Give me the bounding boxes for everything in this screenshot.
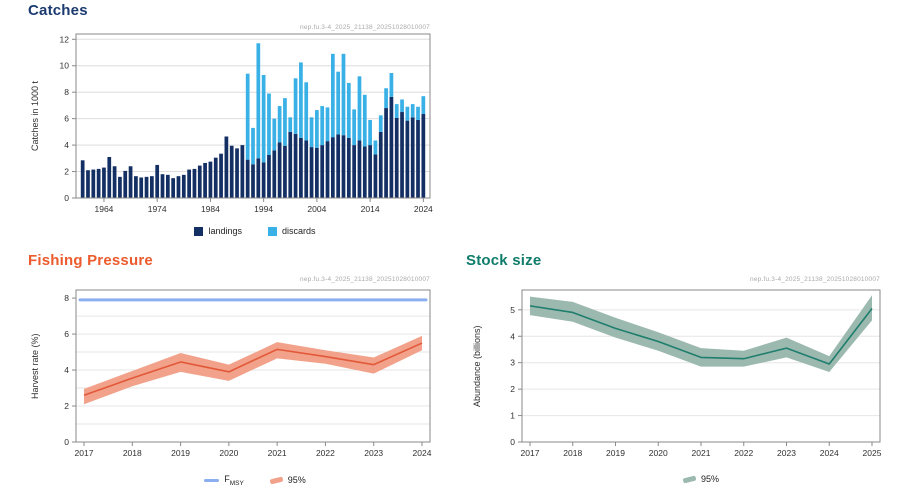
svg-text:2018: 2018: [563, 448, 582, 458]
svg-text:0: 0: [64, 193, 69, 203]
svg-text:2024: 2024: [414, 204, 433, 214]
legend-item-fmsy: FMSY: [204, 474, 244, 487]
svg-text:0: 0: [510, 437, 515, 447]
svg-text:0: 0: [64, 437, 69, 447]
svg-text:1994: 1994: [254, 204, 273, 214]
svg-text:8: 8: [64, 87, 69, 97]
svg-text:2018: 2018: [123, 448, 142, 458]
ci-band-swatch-icon: [682, 475, 697, 483]
svg-text:2014: 2014: [361, 204, 380, 214]
svg-text:2: 2: [510, 384, 515, 394]
svg-text:2: 2: [64, 401, 69, 411]
ci-band-swatch-icon: [269, 476, 284, 485]
stock-size-legend: 95%: [522, 474, 880, 484]
svg-text:2020: 2020: [649, 448, 668, 458]
stock-size-panel: Stock size nep.fu.3-4_2025_21138_2025102…: [462, 252, 886, 492]
svg-text:2024: 2024: [820, 448, 839, 458]
abundance-ci-legend-label: 95%: [700, 474, 719, 484]
legend-item-landings: landings: [194, 226, 242, 236]
fishing-pressure-panel: Fishing Pressure nep.fu.3-4_2025_21138_2…: [24, 252, 440, 492]
stock-size-title: Stock size: [466, 252, 542, 269]
svg-text:2021: 2021: [268, 448, 287, 458]
svg-text:4: 4: [510, 331, 515, 341]
catches-chart: 0 2 4 6 8 10 12 1964 1974 1984 1994 2004 2014 2024: [60, 33, 433, 214]
svg-text:2019: 2019: [606, 448, 625, 458]
catches-title: Catches: [28, 2, 88, 19]
legend-item-harvest-ci: 95%: [269, 475, 306, 486]
catches-watermark: nep.fu.3-4_2025_21138_20251028010007: [300, 24, 430, 31]
svg-text:12: 12: [60, 34, 70, 44]
svg-text:2017: 2017: [521, 448, 540, 458]
catches-panel: Catches nep.fu.3-4_2025_21138_2025102801…: [24, 2, 440, 248]
svg-text:4: 4: [64, 365, 69, 375]
landings-legend-label: landings: [208, 226, 242, 236]
svg-text:4: 4: [64, 140, 69, 150]
legend-item-discards: discards: [268, 226, 316, 236]
svg-text:2021: 2021: [692, 448, 711, 458]
svg-text:1964: 1964: [94, 204, 113, 214]
svg-text:6: 6: [64, 114, 69, 124]
svg-text:1: 1: [510, 411, 515, 421]
fishing-pressure-title: Fishing Pressure: [28, 252, 153, 269]
svg-text:1974: 1974: [148, 204, 167, 214]
svg-text:8: 8: [64, 293, 69, 303]
svg-text:2023: 2023: [777, 448, 796, 458]
svg-text:2023: 2023: [364, 448, 383, 458]
fmsy-legend-label: FMSY: [224, 474, 244, 487]
fishing-pressure-watermark: nep.fu.3-4_2025_21138_20251028010007: [300, 276, 430, 283]
discards-swatch-icon: [268, 226, 277, 236]
fishing-pressure-legend: FMSY 95%: [76, 474, 434, 487]
landings-swatch-icon: [194, 226, 204, 236]
svg-text:2017: 2017: [75, 448, 94, 458]
svg-text:2024: 2024: [413, 448, 432, 458]
stock-size-watermark: nep.fu.3-4_2025_21138_20251028010007: [750, 276, 880, 283]
svg-text:10: 10: [60, 61, 70, 71]
svg-text:2019: 2019: [171, 448, 190, 458]
svg-text:6: 6: [64, 329, 69, 339]
harvest-ci-legend-label: 95%: [287, 475, 306, 486]
discards-legend-label: discards: [282, 226, 316, 236]
stock-size-chart: 0 1 2 3 4 5 2017 2018 2019 2020 2021 2022 2023 2024 20…: [510, 289, 882, 458]
legend-item-abundance-ci: 95%: [682, 474, 719, 484]
svg-text:3: 3: [510, 358, 515, 368]
svg-text:2022: 2022: [316, 448, 335, 458]
svg-text:2022: 2022: [734, 448, 753, 458]
svg-text:2025: 2025: [863, 448, 882, 458]
svg-text:2: 2: [64, 167, 69, 177]
fishing-pressure-chart: 0 2 4 6 8 2017 2018 2019 2020 2021 2022 2023 2024: [64, 289, 432, 458]
svg-text:1984: 1984: [201, 204, 220, 214]
fmsy-line-swatch-icon: [204, 478, 220, 482]
svg-text:2020: 2020: [219, 448, 238, 458]
svg-text:2004: 2004: [307, 204, 326, 214]
catches-legend: landings discards: [76, 226, 434, 236]
svg-text:5: 5: [510, 305, 515, 315]
